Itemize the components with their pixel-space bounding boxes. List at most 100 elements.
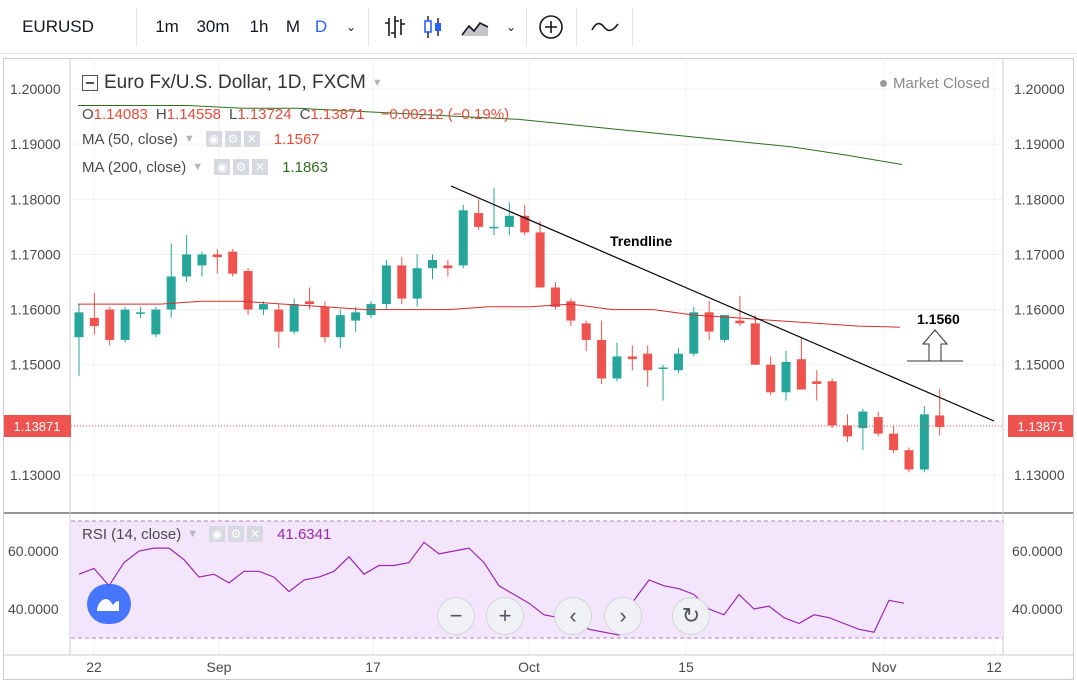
close-icon[interactable]: ✕: [252, 159, 269, 175]
chevron-down-icon[interactable]: ▼: [371, 77, 383, 89]
scroll-left-button[interactable]: ‹: [554, 597, 592, 635]
candle-body: [212, 254, 222, 258]
candle-body: [305, 301, 315, 305]
candle-body: [766, 364, 776, 393]
candle-body: [489, 226, 499, 229]
chevron-down-icon[interactable]: ▼: [192, 161, 204, 173]
candle-body: [750, 323, 760, 365]
rsi-band: [71, 521, 1003, 638]
toolbar-divider: [632, 8, 633, 46]
ma50-legend-row[interactable]: MA (50, close) ▼ ◉ ⚙ ✕ 1.1567: [82, 128, 320, 150]
reset-chart-button[interactable]: ↻: [672, 597, 710, 635]
candles-style-icon[interactable]: [418, 0, 448, 54]
time-tick: 12: [986, 659, 1002, 675]
price-tick-right: 1.13000: [1014, 467, 1065, 483]
candle-body: [735, 320, 745, 324]
candle-body: [397, 265, 407, 299]
time-axis-labels[interactable]: 22 Sep 17 Oct 15 Nov 12: [86, 659, 1002, 675]
zoom-in-button[interactable]: +: [486, 597, 524, 635]
level-label: 1.1560: [917, 311, 960, 327]
candle-body: [197, 254, 207, 266]
candle-body: [704, 312, 714, 332]
gear-icon[interactable]: ⚙: [224, 131, 241, 147]
price-tick-left: 1.18000: [10, 191, 61, 207]
eye-icon[interactable]: ◉: [205, 131, 222, 147]
status-dot-icon: [880, 79, 887, 87]
zoom-out-button[interactable]: −: [437, 597, 475, 635]
trendline[interactable]: [450, 185, 995, 422]
interval-M[interactable]: M: [285, 17, 301, 36]
symbol-search[interactable]: EURUSD: [22, 17, 94, 36]
price-tick-right: 1.15000: [1014, 357, 1065, 373]
open-label: O: [82, 105, 94, 123]
price-tick-right: 1.19000: [1014, 136, 1065, 152]
interval-30m[interactable]: 30m: [196, 17, 230, 36]
candle-body: [443, 265, 453, 269]
ma50-label: MA (50, close): [82, 130, 178, 148]
change-value: −0.00212 (−0.19%): [380, 105, 510, 123]
time-tick: 22: [86, 659, 102, 675]
chevron-down-icon[interactable]: ⌄: [505, 20, 517, 34]
ma200-legend-row[interactable]: MA (200, close) ▼ ◉ ⚙ ✕ 1.1863: [82, 156, 328, 178]
price-tick-right: 1.20000: [1014, 81, 1065, 97]
interval-1h[interactable]: 1h: [249, 17, 269, 36]
candle-body: [74, 312, 84, 338]
interval-D[interactable]: D: [314, 17, 328, 36]
candle-body: [258, 304, 268, 310]
gear-icon[interactable]: ⚙: [233, 159, 250, 175]
chevron-down-icon[interactable]: ▼: [183, 133, 195, 145]
scroll-right-button[interactable]: ›: [604, 597, 642, 635]
candle-body: [458, 210, 468, 266]
eye-icon[interactable]: ◉: [214, 159, 231, 175]
high-value: 1.14558: [166, 105, 221, 123]
close-icon[interactable]: ✕: [243, 131, 260, 147]
candle-body: [904, 450, 914, 470]
price-tick-right: 1.18000: [1014, 191, 1065, 207]
price-tick-left: 1.17000: [10, 246, 61, 262]
candle-body: [89, 317, 99, 327]
candle-body: [827, 381, 837, 426]
chevron-down-icon[interactable]: ⌄: [345, 20, 357, 34]
candle-body: [550, 287, 560, 307]
close-value: 1.13871: [310, 105, 365, 123]
close-icon[interactable]: ✕: [247, 526, 264, 542]
compare-icon[interactable]: [586, 0, 624, 54]
eye-icon[interactable]: ◉: [209, 526, 226, 542]
candle-body: [166, 276, 176, 310]
tradingview-logo-icon[interactable]: [87, 584, 131, 624]
price-tick-right: 1.16000: [1014, 302, 1065, 318]
candle-body: [289, 304, 299, 332]
ohlc-row: O 1.14083 H 1.14558 L 1.13724 C 1.13871 −0.0…: [82, 103, 509, 125]
candle-body: [412, 268, 422, 299]
price-tick-right: 1.17000: [1014, 246, 1065, 262]
candle-body: [120, 309, 130, 340]
bar-style-icon[interactable]: [378, 0, 412, 54]
arrow-up-icon: [921, 329, 949, 362]
candle-body: [535, 232, 545, 288]
candle-body: [597, 339, 607, 379]
add-indicator-icon[interactable]: [534, 0, 568, 54]
rsi-axis-labels[interactable]: 60.0000 60.0000 40.0000 40.0000: [8, 543, 1063, 617]
area-style-icon[interactable]: [456, 0, 494, 54]
interval-1m[interactable]: 1m: [155, 17, 179, 36]
price-tick-left: 1.19000: [10, 136, 61, 152]
gear-icon[interactable]: ⚙: [228, 526, 245, 542]
rsi-tick-right: 60.0000: [1012, 543, 1063, 559]
legend-title-row: Euro Fx/U.S. Dollar, 1D, FXCM ▼: [82, 72, 391, 94]
candle-body: [858, 411, 868, 429]
time-tick: Nov: [872, 659, 897, 675]
rsi-value: 41.6341: [277, 525, 332, 543]
low-value: 1.13724: [237, 105, 292, 123]
candle-body: [658, 367, 668, 369]
price-axis-labels[interactable]: 1.20000 1.20000 1.19000 1.19000 1.18000 1.180…: [10, 81, 1065, 483]
collapse-icon[interactable]: [82, 75, 98, 91]
candle-body: [335, 315, 345, 338]
chevron-down-icon[interactable]: ▼: [187, 528, 199, 540]
candle-body: [320, 306, 330, 338]
trendline-label: Trendline: [610, 233, 672, 249]
rsi-legend-row[interactable]: RSI (14, close) ▼ ◉ ⚙ ✕ 41.6341: [82, 523, 331, 545]
candle-body: [274, 309, 284, 332]
candle-body: [135, 312, 145, 314]
time-tick: Oct: [518, 659, 540, 675]
